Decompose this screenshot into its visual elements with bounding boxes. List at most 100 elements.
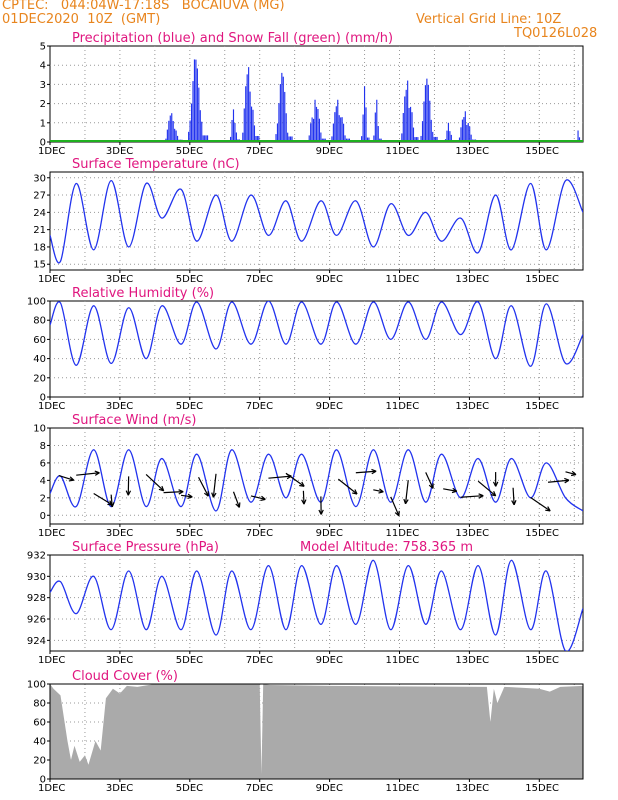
series-line-wind xyxy=(50,449,583,512)
precip-bar xyxy=(368,137,370,142)
precip-bar xyxy=(201,121,203,142)
wind-arrow xyxy=(163,491,184,494)
panel-frame xyxy=(49,427,584,525)
y-tick-label: 0 xyxy=(40,775,46,786)
x-tick-label: 15DEC xyxy=(525,146,559,157)
precip-bar xyxy=(447,122,450,142)
y-tick-label: 15 xyxy=(33,260,46,271)
precip-bar xyxy=(467,123,469,142)
y-tick-label: 18 xyxy=(33,242,46,253)
y-tick-label: 24 xyxy=(33,208,46,219)
precip-bar xyxy=(278,103,280,142)
x-tick-label: 15DEC xyxy=(525,274,559,285)
precip-bar xyxy=(235,132,237,142)
precip-bar xyxy=(171,113,173,142)
wind-arrow-head xyxy=(545,506,551,512)
precip-bar xyxy=(245,86,247,142)
precip-bar xyxy=(469,126,471,142)
x-tick-label: 7DEC xyxy=(246,146,273,157)
precip-bar xyxy=(577,130,579,142)
precip-bar xyxy=(429,100,431,142)
wind-arrow xyxy=(198,476,209,497)
precip-bar xyxy=(424,85,427,142)
wind-arrow-head xyxy=(352,489,358,495)
precip-bar xyxy=(415,137,417,142)
precip-bar xyxy=(291,136,293,142)
wind-arrow xyxy=(180,494,193,498)
x-tick-label: 13DEC xyxy=(455,783,489,794)
precip-bar xyxy=(365,107,367,142)
wind-arrow-head xyxy=(451,487,458,494)
y-tick-label: 100 xyxy=(27,680,46,691)
y-tick-label: 20 xyxy=(33,756,46,767)
precip-bar xyxy=(334,112,336,142)
panel-annotation: Model Altitude: 758.365 m xyxy=(300,540,473,555)
x-tick-label: 7DEC xyxy=(246,528,273,539)
x-tick-label: 9DEC xyxy=(316,146,343,157)
precip-bar xyxy=(284,91,286,142)
x-tick-label: 9DEC xyxy=(316,401,343,412)
x-tick-label: 1DEC xyxy=(38,528,65,539)
precip-bar xyxy=(320,132,322,142)
precip-bar xyxy=(250,106,253,142)
x-tick-label: 9DEC xyxy=(316,528,343,539)
x-tick-label: 11DEC xyxy=(386,274,420,285)
x-tick-label: 1DEC xyxy=(38,274,65,285)
wind-arrow-head xyxy=(511,500,517,506)
x-tick-label: 11DEC xyxy=(386,655,420,666)
precip-bar xyxy=(341,117,343,142)
y-tick-label: 30 xyxy=(33,173,46,184)
wind-arrow xyxy=(547,479,570,483)
precip-bar xyxy=(205,135,207,142)
x-tick-label: 7DEC xyxy=(246,783,273,794)
precip-bar xyxy=(412,127,415,142)
wind-arrow xyxy=(373,489,384,493)
wind-arrow-head xyxy=(570,470,577,477)
header-station: CPTEC: 044:04W-17:18S BOCAIUVA (MG) xyxy=(2,0,285,13)
wind-arrow-head xyxy=(203,491,209,497)
precip-bar xyxy=(338,115,340,142)
precip-bar xyxy=(402,113,404,142)
wind-arrow-head xyxy=(318,509,324,515)
precip-bar xyxy=(401,133,403,142)
precip-bar xyxy=(198,87,200,142)
x-tick-label: 13DEC xyxy=(455,528,489,539)
y-tick-label: 60 xyxy=(33,718,46,729)
wind-arrow xyxy=(565,471,577,476)
panel-wind: 0 2 4 6 8 10 1DEC 3DEC 5DEC 7DEC 9DEC 11DEC 13DEC 15D… xyxy=(33,413,584,539)
x-tick-label: 1DEC xyxy=(38,655,65,666)
precip-bar xyxy=(461,119,463,142)
precip-bar xyxy=(314,99,316,142)
precip-bar xyxy=(343,123,345,142)
precip-bar xyxy=(317,109,319,142)
wind-arrow-head xyxy=(94,470,100,476)
wind-arrow-head xyxy=(564,477,570,484)
y-tick-label: 80 xyxy=(33,699,46,710)
x-tick-label: 3DEC xyxy=(106,274,133,285)
precip-bar xyxy=(331,136,333,142)
precip-bar xyxy=(460,127,462,142)
y-tick-label: 8 xyxy=(40,441,46,452)
precip-bar xyxy=(362,114,364,142)
precip-bar xyxy=(276,123,279,142)
x-tick-label: 13DEC xyxy=(455,274,489,285)
panel-temp: 15 18 21 24 27 30 1DEC 3DEC 5DEC 7DEC 9DEC 11DEC 13D… xyxy=(33,157,584,285)
precip-bar xyxy=(332,123,334,142)
x-tick-label: 15DEC xyxy=(525,401,559,412)
x-tick-label: 15DEC xyxy=(525,783,559,794)
wind-arrow xyxy=(145,474,165,492)
precip-bar xyxy=(275,134,277,142)
panel-frame xyxy=(49,554,584,652)
precip-bar xyxy=(366,137,369,142)
precip-bar xyxy=(458,137,461,142)
wind-arrow-head xyxy=(301,499,307,505)
precip-bar xyxy=(463,117,465,142)
precip-bar xyxy=(199,110,201,142)
cloud-area xyxy=(50,684,583,779)
precip-bar xyxy=(470,134,472,142)
precip-bar xyxy=(169,115,171,142)
series-line-rh xyxy=(50,301,583,367)
x-tick-label: 3DEC xyxy=(106,146,133,157)
x-tick-label: 13DEC xyxy=(455,146,489,157)
